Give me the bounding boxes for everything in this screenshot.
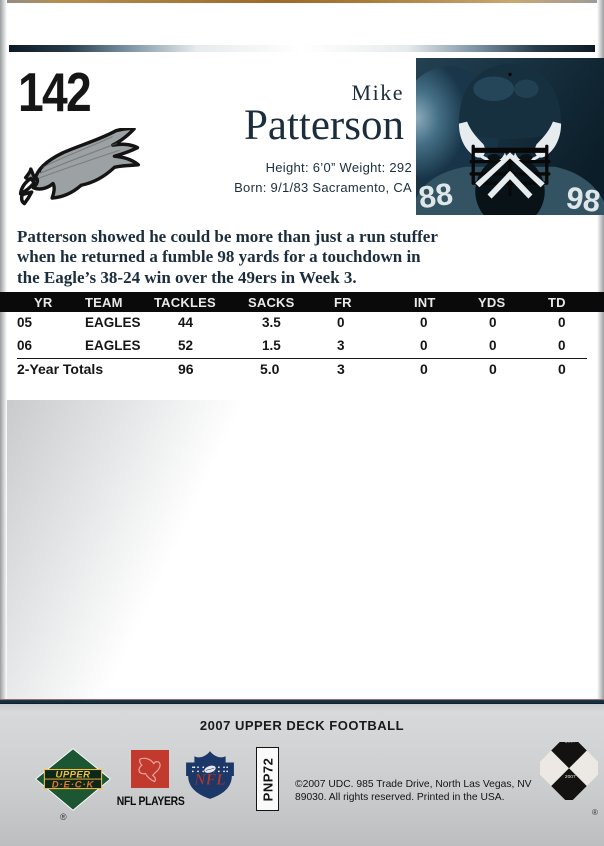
svg-text:2007: 2007 [565,742,576,744]
svg-text:88: 88 [416,176,455,215]
svg-text:2007: 2007 [565,774,576,780]
svg-text:D·E·C·K: D·E·C·K [52,780,95,791]
svg-text:UPPER: UPPER [56,769,91,780]
svg-text:NFL: NFL [193,771,225,788]
svg-text:98: 98 [564,180,603,215]
